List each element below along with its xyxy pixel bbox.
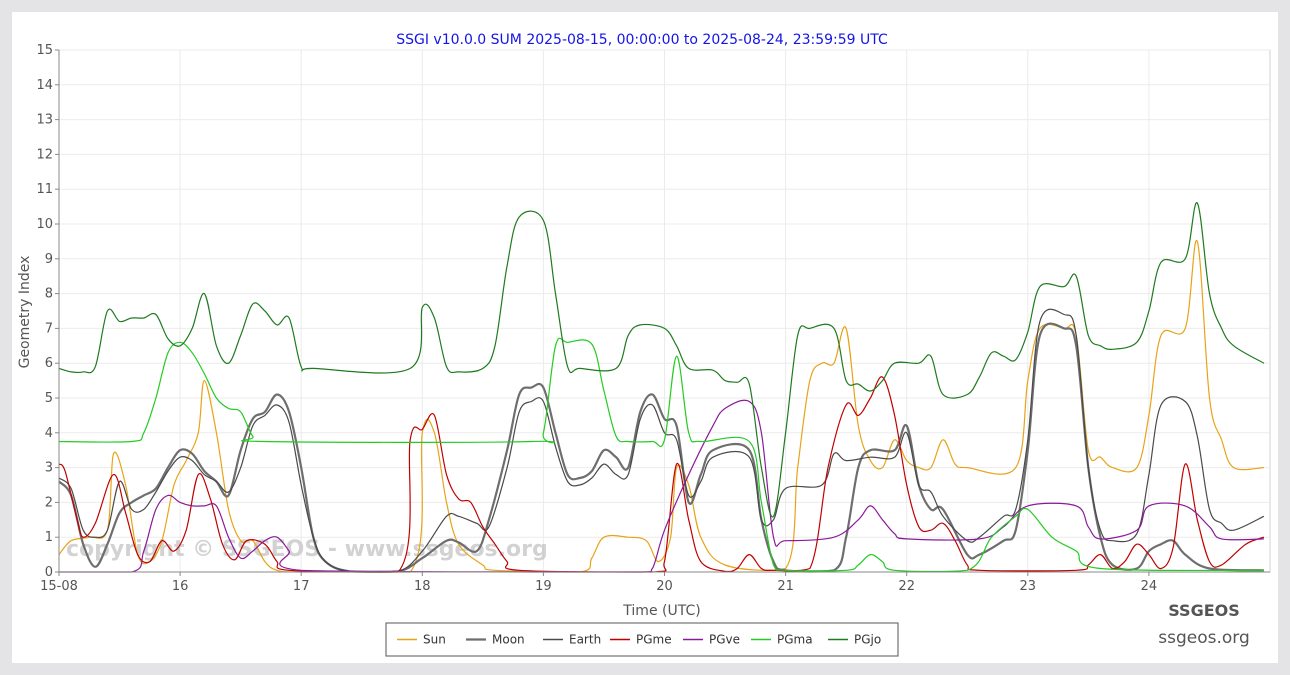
series-layer	[58, 202, 1265, 573]
legend: Sun Moon Earth PGme PGve PGma PGjo	[385, 622, 899, 657]
y-tick-label: 14	[36, 78, 53, 93]
legend-label-pgma: PGma	[777, 633, 813, 647]
watermark: copyright © SSGEOS - www.ssgeos.org	[66, 537, 548, 562]
gridlines	[58, 49, 1271, 573]
y-tick-label: 13	[36, 113, 53, 128]
legend-label-pgve: PGve	[709, 633, 740, 647]
series-line-pgma	[58, 337, 1264, 573]
x-tick-label: 18	[414, 579, 431, 594]
x-tick-label: 16	[172, 579, 189, 594]
x-axis-title: Time (UTC)	[622, 603, 700, 619]
brand-name: SSGEOS	[1168, 601, 1240, 620]
x-tick-label: 23	[1020, 579, 1037, 594]
y-tick-label: 3	[45, 461, 53, 476]
legend-label-moon: Moon	[492, 633, 525, 647]
y-tick-label: 11	[36, 182, 53, 197]
y-tick-label: 12	[36, 147, 53, 162]
watermark-layer: copyright © SSGEOS - www.ssgeos.org	[66, 537, 548, 562]
y-tick-label: 10	[36, 217, 53, 232]
series-line-pgve	[59, 399, 1264, 573]
chart: SSGI v10.0.0 SUM 2025-08-15, 00:00:00 to…	[17, 32, 1271, 657]
brand-url: ssgeos.org	[1158, 628, 1250, 648]
chart-title: SSGI v10.0.0 SUM 2025-08-15, 00:00:00 to…	[396, 32, 888, 48]
x-tick-label: 17	[293, 579, 310, 594]
series-line-moon	[58, 322, 1264, 573]
y-tick-label: 0	[45, 565, 53, 580]
x-tick-label: 20	[656, 579, 673, 594]
series-line-earth	[58, 308, 1265, 573]
y-tick-label: 2	[45, 495, 53, 510]
legend-label-pgme: PGme	[636, 633, 672, 647]
legend-label-sun: Sun	[423, 633, 446, 647]
y-tick-label: 15	[36, 43, 53, 58]
y-tick-label: 6	[45, 356, 53, 371]
y-tick-label: 8	[45, 287, 53, 302]
chart-frame: SSGI v10.0.0 SUM 2025-08-15, 00:00:00 to…	[12, 12, 1278, 663]
series-line-pgme	[58, 376, 1265, 573]
x-tick-label: 15-08	[40, 579, 78, 594]
series-line-pgjo	[58, 202, 1265, 518]
y-axis-title: Geometry Index	[17, 256, 33, 369]
legend-label-earth: Earth	[569, 633, 601, 647]
y-tick-label: 4	[45, 426, 53, 441]
y-tick-label: 9	[45, 252, 53, 267]
x-tick-label: 19	[535, 579, 552, 594]
x-tick-label: 22	[898, 579, 915, 594]
x-tick-label: 24	[1141, 579, 1158, 594]
y-tick-label: 5	[45, 391, 53, 406]
legend-label-pgjo: PGjo	[854, 633, 881, 647]
y-tick-label: 7	[45, 321, 53, 336]
y-tick-label: 1	[45, 530, 53, 545]
x-tick-label: 21	[777, 579, 794, 594]
